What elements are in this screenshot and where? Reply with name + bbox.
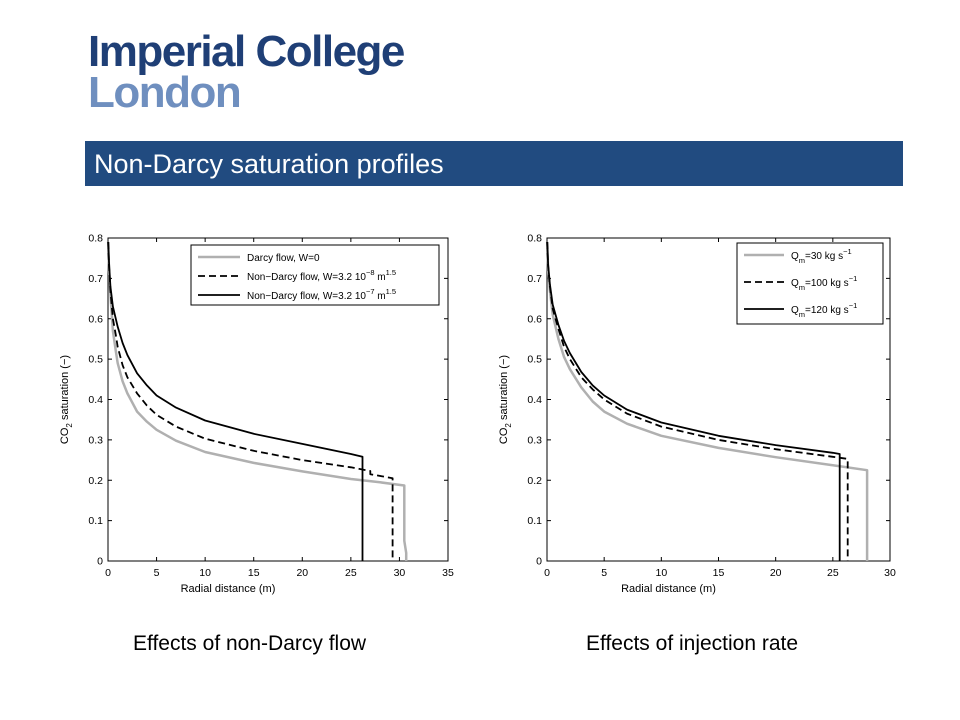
- y-tick-label: 0.1: [527, 515, 542, 527]
- legend-label-1: Darcy flow, W=0: [247, 253, 320, 264]
- caption-right: Effects of injection rate: [586, 632, 799, 655]
- series-line-2: [107, 241, 394, 561]
- x-tick-label: 20: [296, 567, 308, 579]
- x-tick-label: 5: [601, 567, 607, 579]
- x-tick-label: 15: [713, 567, 725, 579]
- chart-2: 0 5 10 15 20 25 30 0 0.1 0.2 0.3 0.4 0.5 0.6 0.7 0.8 Rad…: [498, 233, 896, 596]
- legend-text: Non−Darcy flow, W=3.2 10: [247, 291, 366, 302]
- y-tick-label: 0.7: [527, 273, 542, 285]
- chart-1: 0 5 10 15 20 25 30 35 0 0.1 0.2 0.3 0.4 0.5 0.6 0.7 0.8 R…: [59, 233, 454, 596]
- legend-subscript: m: [799, 310, 805, 319]
- y-tick-label: 0.4: [88, 394, 103, 406]
- y-tick-label: 0.6: [88, 313, 103, 325]
- y-tick-label: 0.8: [88, 233, 103, 245]
- series-line-3: [107, 241, 364, 561]
- x-axis-label: Radial distance (m): [181, 583, 276, 595]
- x-tick-label: 10: [199, 567, 211, 579]
- y-tick-label: 0.4: [527, 394, 542, 406]
- y-tick-label: 0.3: [88, 434, 103, 446]
- title-bar: [85, 141, 903, 186]
- y-tick-label: 0.2: [88, 475, 103, 487]
- x-tick-label: 25: [345, 567, 357, 579]
- legend-exponent: −1: [849, 301, 858, 310]
- legend-rest: =120 kg s: [805, 305, 849, 316]
- logo-line1: Imperial College: [88, 27, 405, 76]
- x-tick-label: 0: [544, 567, 550, 579]
- caption-left: Effects of non-Darcy flow: [133, 632, 367, 655]
- y-label-prefix: CO: [59, 427, 71, 444]
- y-label-suffix: saturation (−): [59, 355, 71, 423]
- y-label-subscript: 2: [65, 423, 74, 428]
- legend-text: Q: [791, 251, 799, 262]
- x-tick-label: 0: [105, 567, 111, 579]
- y-label-suffix: saturation (−): [498, 355, 510, 423]
- legend-label-2: Qm=100 kg s−1: [791, 274, 857, 292]
- imperial-college-logo: Imperial College London: [88, 27, 405, 117]
- logo-line2: London: [88, 68, 242, 117]
- x-tick-label: 30: [394, 567, 406, 579]
- x-tick-label: 15: [248, 567, 260, 579]
- legend-label-3: Qm=120 kg s−1: [791, 301, 857, 319]
- legend-unit-exponent: 1.5: [386, 287, 396, 296]
- legend-exponent: −7: [366, 287, 375, 296]
- legend-unit: m: [375, 272, 386, 283]
- legend-text: Darcy flow, W=0: [247, 253, 320, 264]
- y-tick-label: 0.1: [88, 515, 103, 527]
- slide-title: Non-Darcy saturation profiles: [94, 149, 444, 179]
- x-tick-label: 10: [655, 567, 667, 579]
- y-tick-label: 0: [97, 556, 103, 568]
- y-tick-label: 0: [536, 556, 542, 568]
- x-axis-label: Radial distance (m): [621, 583, 716, 595]
- series-line-1: [545, 241, 869, 561]
- legend-text: Q: [791, 305, 799, 316]
- y-axis-label: CO2 saturation (−): [59, 355, 74, 444]
- legend-subscript: m: [799, 283, 805, 292]
- x-tick-label: 35: [442, 567, 454, 579]
- y-tick-label: 0.3: [527, 434, 542, 446]
- legend-text: Q: [791, 278, 799, 289]
- legend-unit: m: [375, 291, 386, 302]
- legend-box: [736, 242, 884, 325]
- y-tick-label: 0.8: [527, 233, 542, 245]
- y-label-subscript: 2: [504, 423, 513, 428]
- x-tick-label: 5: [154, 567, 160, 579]
- y-tick-label: 0.2: [527, 475, 542, 487]
- y-tick-label: 0.5: [88, 354, 103, 366]
- x-tick-label: 30: [884, 567, 896, 579]
- y-label-prefix: CO: [498, 427, 510, 444]
- legend-label-3: Non−Darcy flow, W=3.2 10−7 m1.5: [247, 287, 396, 302]
- legend-exponent: −1: [843, 247, 852, 256]
- legend-label-1: Qm=30 kg s−1: [791, 247, 852, 265]
- y-axis-label: CO2 saturation (−): [498, 355, 513, 444]
- series-line-3: [546, 241, 841, 561]
- x-tick-label: 20: [770, 567, 782, 579]
- legend-exponent: −8: [366, 268, 375, 277]
- legend-rest: =100 kg s: [805, 278, 849, 289]
- y-tick-label: 0.7: [88, 273, 103, 285]
- y-tick-label: 0.5: [527, 354, 542, 366]
- legend-rest: =30 kg s: [805, 251, 843, 262]
- legend-subscript: m: [799, 256, 805, 265]
- legend-label-2: Non−Darcy flow, W=3.2 10−8 m1.5: [247, 268, 396, 283]
- series-line-1: [106, 241, 408, 561]
- x-tick-label: 25: [827, 567, 839, 579]
- y-tick-label: 0.6: [527, 313, 542, 325]
- legend-unit-exponent: 1.5: [386, 268, 396, 277]
- legend-exponent: −1: [849, 274, 858, 283]
- legend-text: Non−Darcy flow, W=3.2 10: [247, 272, 366, 283]
